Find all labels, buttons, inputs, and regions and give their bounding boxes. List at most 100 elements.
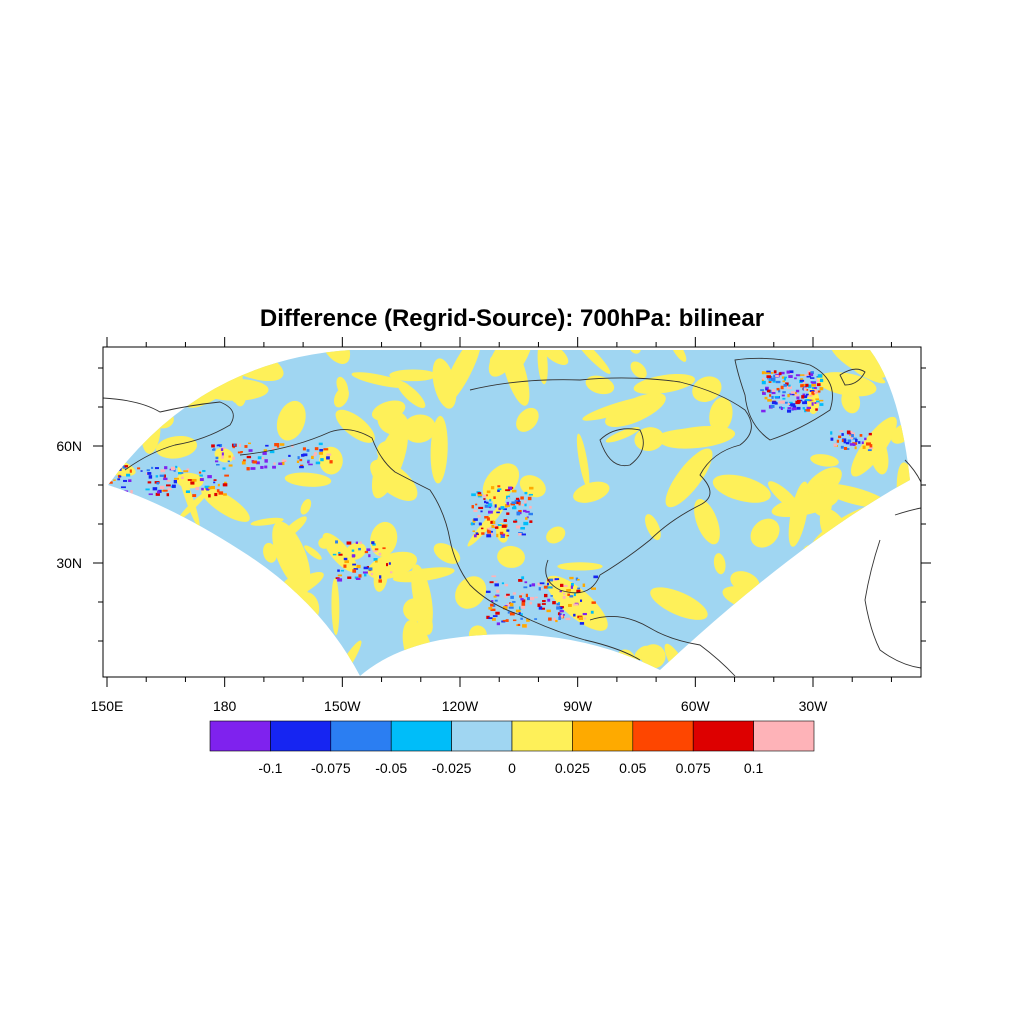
field-speckle-cell — [368, 567, 373, 571]
field-speckle-cell — [765, 386, 769, 390]
field-speckle-cell — [861, 441, 864, 445]
field-speckle-cell — [130, 490, 133, 494]
field-speckle-cell — [126, 473, 131, 477]
field-speckle-cell — [775, 374, 779, 378]
field-patch-positive — [488, 350, 523, 377]
field-speckle-cell — [213, 479, 217, 481]
field-speckle-cell — [337, 574, 343, 577]
field-speckle-cell — [311, 455, 314, 460]
field-speckle-cell — [354, 576, 359, 579]
field-patch-positive — [402, 414, 436, 443]
field-speckle-cell — [811, 383, 816, 387]
field-speckle-cell — [351, 549, 355, 552]
field-patch-positive — [850, 416, 897, 477]
field-patch-positive — [276, 400, 306, 441]
field-speckle-cell — [803, 374, 809, 377]
field-speckle-cell — [577, 578, 580, 581]
field-speckle-cell — [484, 500, 487, 504]
field-speckle-cell — [108, 470, 113, 473]
field-speckle-cell — [185, 490, 191, 494]
field-speckle-cell — [573, 613, 576, 617]
field-speckle-cell — [520, 613, 523, 617]
field-speckle-cell — [371, 541, 375, 545]
field-speckle-cell — [494, 599, 498, 602]
field-speckle-cell — [210, 485, 215, 490]
field-speckle-cell — [382, 547, 386, 550]
field-speckle-cell — [816, 379, 820, 383]
field-patch-positive — [712, 474, 771, 503]
field-speckle-cell — [471, 493, 476, 497]
field-speckle-cell — [500, 534, 505, 538]
field-speckle-cell — [805, 409, 810, 412]
field-speckle-cell — [108, 478, 109, 480]
field-speckle-cell — [201, 487, 204, 491]
field-speckle-cell — [337, 569, 340, 572]
field-patch-positive — [279, 618, 303, 628]
field-speckle-cell — [865, 442, 871, 446]
field-speckle-cell — [819, 403, 824, 406]
field-speckle-cell — [343, 564, 347, 568]
field-speckle-cell — [512, 601, 516, 603]
field-speckle-cell — [338, 553, 343, 556]
field-speckle-cell — [521, 576, 525, 580]
field-speckle-cell — [523, 586, 528, 589]
field-speckle-cell — [224, 474, 229, 477]
field-speckle-cell — [222, 483, 228, 487]
field-speckle-cell — [108, 494, 113, 497]
field-speckle-cell — [562, 614, 565, 616]
field-speckle-cell — [781, 400, 785, 404]
field-speckle-cell — [524, 491, 528, 495]
field-speckle-cell — [515, 609, 521, 613]
field-patch-positive — [250, 517, 284, 526]
field-speckle-cell — [158, 489, 162, 493]
field-speckle-cell — [264, 459, 268, 463]
field-patch-positive — [193, 565, 234, 610]
field-speckle-cell — [810, 377, 815, 379]
field-speckle-cell — [767, 399, 772, 402]
field-speckle-cell — [786, 370, 790, 374]
field-speckle-cell — [804, 399, 807, 403]
field-patch-positive — [665, 448, 713, 508]
field-speckle-cell — [156, 481, 160, 485]
field-speckle-cell — [343, 557, 348, 561]
field-patch-positive — [585, 375, 615, 395]
field-speckle-cell — [507, 497, 510, 500]
field-speckle-cell — [166, 493, 170, 497]
field-speckle-cell — [278, 462, 283, 465]
field-patch-positive — [808, 484, 825, 494]
field-speckle-cell — [103, 473, 105, 476]
field-speckle-cell — [812, 386, 817, 390]
field-speckle-cell — [486, 528, 490, 533]
x-tick-label: 150E — [91, 698, 124, 714]
coastline-greenland — [734, 357, 833, 441]
field-speckle-cell — [762, 377, 765, 380]
field-speckle-cell — [89, 485, 93, 487]
field-speckle-cell — [508, 606, 514, 609]
field-speckle-cell — [370, 572, 374, 576]
field-speckle-cell — [790, 403, 796, 407]
field-speckle-cell — [552, 601, 556, 605]
field-speckle-cell — [801, 395, 805, 399]
field-speckle-cell — [566, 589, 571, 592]
field-speckle-cell — [810, 373, 814, 377]
field-speckle-cell — [771, 401, 777, 405]
field-speckle-cell — [511, 501, 517, 504]
field-patch-positive — [883, 547, 910, 560]
field-speckle-cell — [186, 468, 190, 472]
field-speckle-cell — [485, 590, 491, 593]
field-speckle-cell — [843, 446, 847, 450]
field-speckle-cell — [477, 494, 483, 497]
field-speckle-cell — [559, 614, 562, 618]
field-speckle-cell — [487, 503, 492, 507]
field-patch-positive — [582, 395, 657, 421]
field-speckle-cell — [312, 454, 316, 457]
field-speckle-cell — [250, 467, 256, 470]
field-speckle-cell — [782, 380, 785, 383]
field-speckle-cell — [518, 509, 522, 513]
field-speckle-cell — [806, 393, 809, 397]
field-speckle-cell — [171, 484, 176, 488]
field-speckle-cell — [811, 381, 817, 384]
field-speckle-cell — [355, 541, 359, 544]
field-speckle-cell — [221, 452, 224, 456]
x-tick-label: 150W — [324, 698, 361, 714]
